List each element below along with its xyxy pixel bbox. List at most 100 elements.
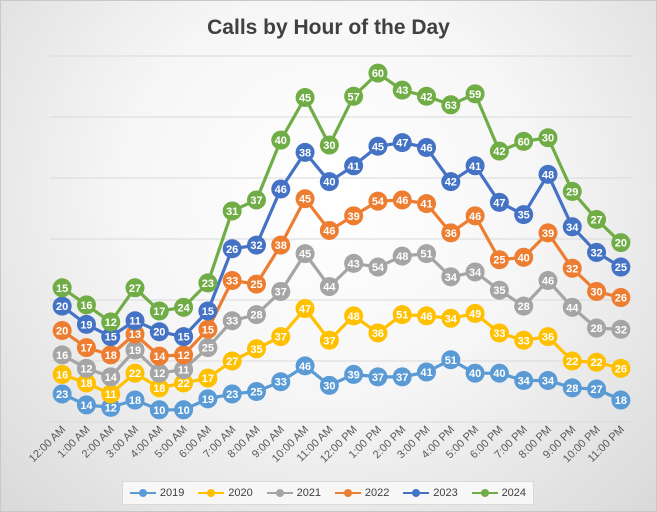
data-point-2020	[174, 373, 194, 393]
data-point-2021	[222, 311, 242, 331]
legend-swatch	[334, 488, 361, 498]
data-point-2022	[222, 270, 242, 290]
data-point-2024	[198, 273, 218, 293]
data-label-2024: 57	[348, 91, 360, 103]
data-label-2019: 40	[469, 368, 481, 380]
legend-label: 2023	[433, 487, 458, 499]
data-point-2019	[465, 363, 485, 383]
legend-entry-2024: 2024	[471, 487, 526, 499]
data-label-2024: 42	[420, 91, 432, 103]
data-label-2022: 20	[56, 326, 68, 338]
data-point-2023	[149, 322, 169, 342]
data-point-2022	[295, 189, 315, 209]
data-point-2022	[319, 220, 339, 240]
data-point-2020	[149, 378, 169, 398]
data-label-2023: 15	[202, 306, 214, 318]
data-point-2021	[198, 338, 218, 358]
data-label-2024: 60	[372, 68, 384, 80]
legend-swatch	[198, 488, 225, 498]
data-point-2023	[174, 327, 194, 347]
data-point-2019	[246, 382, 266, 401]
data-label-2022: 46	[323, 225, 335, 237]
data-label-2024: 60	[518, 136, 530, 148]
data-point-2023	[514, 205, 534, 225]
data-point-2022	[465, 206, 485, 226]
data-point-2024	[101, 312, 121, 332]
data-point-2021	[538, 270, 558, 290]
series-lines	[61, 71, 623, 412]
data-label-2020: 37	[275, 332, 287, 344]
data-point-2024	[246, 190, 266, 210]
legend-label: 2019	[159, 487, 185, 499]
data-point-2021	[52, 345, 72, 365]
data-label-2024: 30	[323, 140, 335, 152]
series-points: 23 14 12 18 10 10 19 23 25 33 46 30 39 37 37 41 51 40 40 34…	[52, 63, 631, 420]
data-label-2020: 49	[469, 308, 481, 320]
data-point-2022	[101, 345, 121, 365]
data-point-2019	[125, 390, 145, 410]
data-label-2023: 25	[615, 262, 627, 274]
data-label-2022: 12	[177, 350, 189, 362]
legend-swatch	[403, 488, 430, 498]
data-label-2019: 34	[518, 376, 531, 388]
data-label-2024: 43	[396, 85, 408, 97]
data-point-2022	[149, 346, 169, 366]
data-point-2024	[465, 84, 485, 104]
legend-label: 2022	[364, 487, 390, 499]
data-point-2024	[562, 181, 582, 201]
data-label-2023: 15	[105, 332, 117, 344]
data-point-2022	[441, 223, 461, 243]
data-label-2019: 14	[80, 400, 93, 412]
series-line-2019	[61, 358, 622, 412]
data-label-2023: 19	[80, 319, 92, 331]
data-label-2023: 32	[250, 240, 262, 252]
data-label-2020: 18	[153, 383, 165, 395]
data-point-2022	[587, 281, 607, 301]
data-point-2020	[611, 358, 631, 378]
data-label-2019: 10	[177, 405, 189, 417]
data-label-2021: 33	[226, 316, 238, 328]
chart-title: Calls by Hour of the Day	[207, 16, 450, 39]
data-point-2024	[417, 86, 437, 106]
series-line-2023	[61, 141, 622, 339]
data-label-2022: 33	[226, 275, 238, 287]
data-label-2023: 48	[542, 169, 554, 181]
data-label-2024: 17	[153, 306, 165, 318]
data-label-2022: 39	[542, 228, 554, 240]
data-point-2024	[392, 80, 412, 100]
data-label-2020: 26	[615, 363, 627, 375]
data-point-2024	[295, 87, 315, 107]
data-label-2021: 43	[348, 258, 360, 270]
data-label-2023: 20	[153, 327, 165, 339]
data-point-2022	[52, 321, 72, 340]
data-point-2019	[587, 379, 607, 399]
series-line-2021	[61, 252, 621, 379]
data-label-2019: 46	[299, 361, 311, 373]
data-point-2022	[271, 235, 291, 255]
data-point-2024	[52, 278, 72, 298]
data-point-2022	[417, 194, 437, 214]
data-label-2022: 39	[348, 211, 360, 223]
data-point-2019	[417, 362, 437, 382]
data-point-2022	[246, 274, 266, 294]
data-point-2019	[611, 390, 631, 410]
data-label-2021: 16	[56, 350, 68, 362]
data-point-2023	[101, 327, 121, 347]
data-point-2020	[101, 384, 121, 404]
data-label-2022: 46	[396, 195, 408, 207]
data-point-2024	[222, 201, 242, 221]
data-point-2021	[465, 262, 485, 282]
data-point-2022	[562, 258, 582, 278]
data-point-2023	[465, 156, 485, 176]
data-point-2023	[392, 133, 412, 153]
data-label-2020: 33	[518, 335, 530, 347]
data-label-2022: 26	[615, 293, 627, 305]
data-label-2021: 25	[202, 343, 214, 355]
legend-entry-2023: 2023	[403, 487, 458, 499]
data-label-2020: 47	[299, 304, 311, 316]
data-point-2019	[271, 372, 291, 392]
data-label-2024: 27	[129, 283, 141, 295]
data-label-2020: 33	[493, 328, 505, 340]
legend-entry-2022: 2022	[334, 487, 390, 499]
